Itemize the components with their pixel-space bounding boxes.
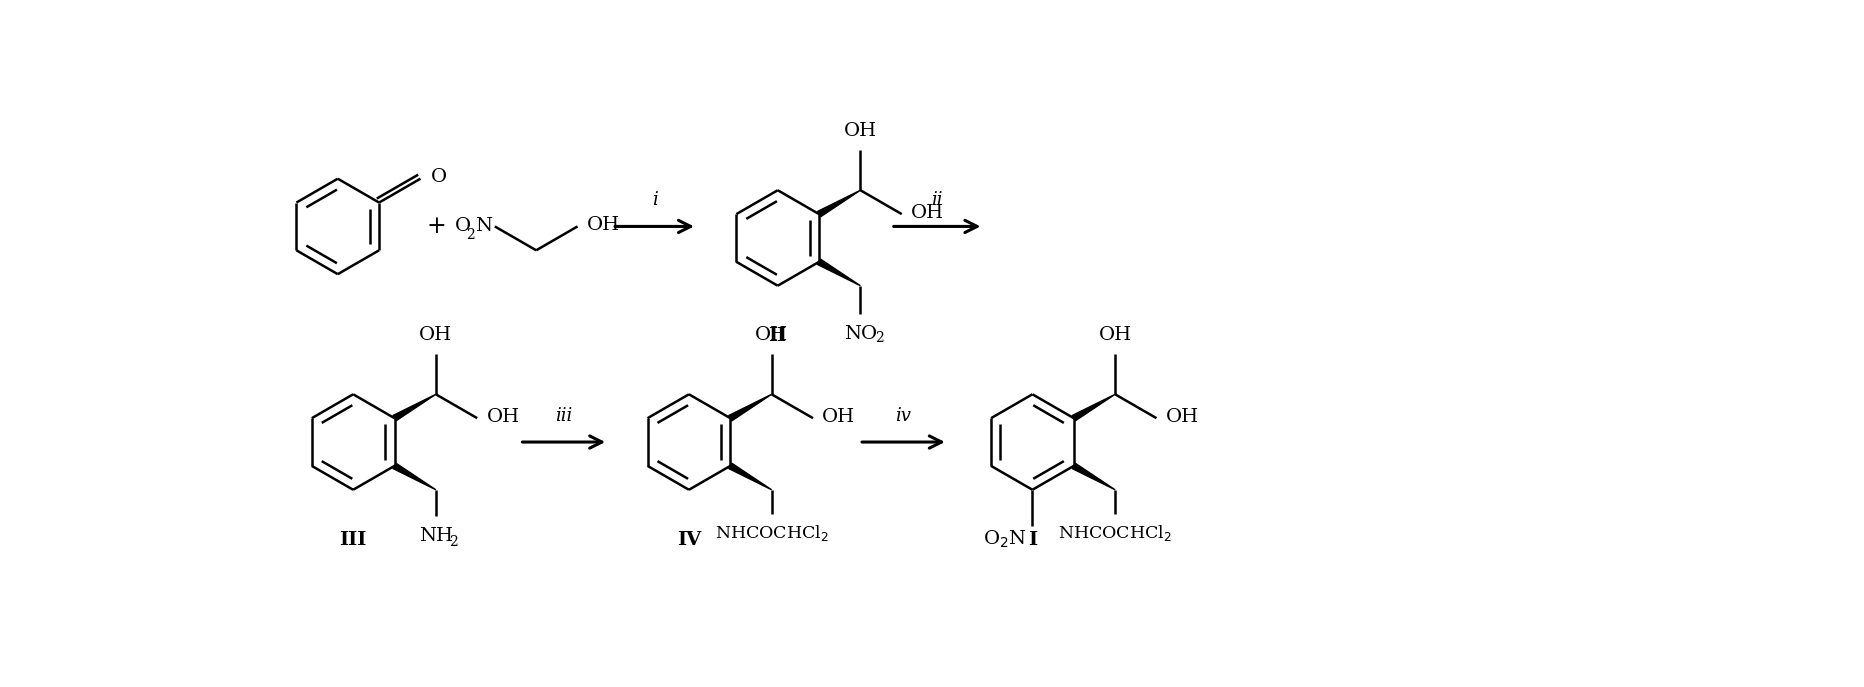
Text: OH: OH (822, 407, 856, 426)
Polygon shape (818, 190, 861, 217)
Polygon shape (1072, 394, 1115, 421)
Polygon shape (393, 394, 436, 421)
Text: 2: 2 (466, 228, 475, 242)
Polygon shape (393, 463, 436, 490)
Text: OH: OH (844, 122, 876, 140)
Text: NH: NH (419, 527, 453, 545)
Text: OH: OH (911, 203, 945, 222)
Text: i: i (652, 192, 658, 210)
Text: II: II (768, 327, 787, 345)
Text: O: O (431, 168, 447, 186)
Polygon shape (729, 463, 772, 490)
Text: NHCOCHCl$_2$: NHCOCHCl$_2$ (714, 523, 829, 543)
Polygon shape (729, 394, 772, 421)
Text: ii: ii (932, 192, 943, 210)
Polygon shape (818, 259, 861, 286)
Text: 2: 2 (449, 534, 459, 548)
Text: O: O (455, 217, 472, 236)
Text: OH: OH (487, 407, 520, 426)
Text: NHCOCHCl$_2$: NHCOCHCl$_2$ (1059, 523, 1172, 543)
Text: I: I (1027, 531, 1036, 549)
Text: NO: NO (844, 325, 876, 343)
Text: OH: OH (587, 216, 621, 234)
Text: iii: iii (555, 407, 572, 425)
Polygon shape (1072, 463, 1115, 490)
Text: O$_2$N: O$_2$N (982, 529, 1027, 550)
Text: IV: IV (677, 531, 701, 549)
Text: OH: OH (1098, 326, 1131, 344)
Text: 2: 2 (874, 331, 884, 346)
Text: +: + (427, 215, 445, 238)
Text: III: III (339, 531, 367, 549)
Text: N: N (475, 217, 492, 236)
Text: OH: OH (419, 326, 453, 344)
Text: OH: OH (1165, 407, 1199, 426)
Text: OH: OH (755, 326, 788, 344)
Text: iv: iv (895, 407, 911, 425)
